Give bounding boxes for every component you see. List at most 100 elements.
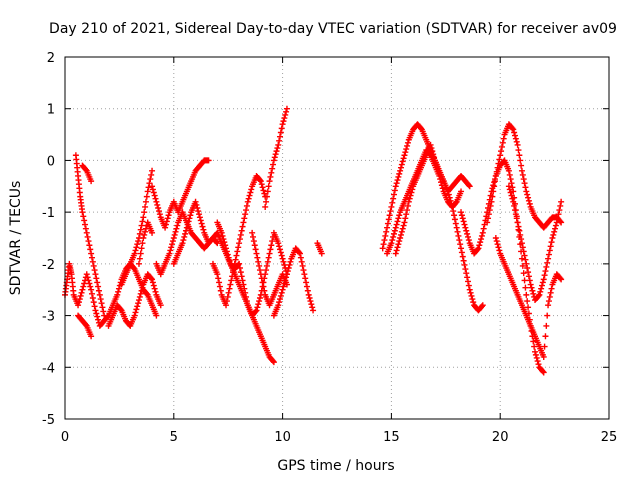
data-point	[250, 238, 257, 245]
data-point	[95, 287, 102, 294]
data-point	[518, 255, 525, 262]
data-point	[76, 296, 83, 303]
data-point	[219, 232, 226, 239]
series-trace-8	[149, 157, 212, 231]
data-point	[83, 229, 90, 236]
data-point	[88, 178, 95, 185]
data-point	[558, 198, 565, 205]
data-point	[492, 172, 499, 179]
chart-title: Day 210 of 2021, Sidereal Day-to-day VTE…	[49, 21, 617, 37]
data-point	[268, 242, 275, 249]
data-point	[86, 280, 93, 287]
data-point	[404, 139, 411, 146]
data-point	[171, 231, 178, 238]
series-trace-24	[505, 183, 565, 304]
series-trace-4	[79, 162, 95, 185]
data-point	[79, 286, 86, 293]
data-point	[545, 251, 552, 258]
data-point	[532, 351, 539, 358]
data-point	[556, 207, 563, 214]
data-point	[552, 222, 559, 229]
data-point	[280, 118, 287, 125]
data-point	[461, 221, 468, 228]
data-point	[531, 343, 538, 350]
data-point	[382, 232, 389, 239]
data-point	[540, 353, 547, 360]
data-point	[520, 176, 527, 183]
data-point	[243, 207, 250, 214]
data-point	[530, 338, 537, 345]
data-point	[401, 219, 408, 226]
data-point	[557, 275, 564, 282]
data-point	[88, 286, 95, 293]
data-point	[479, 302, 486, 309]
data-point	[538, 282, 545, 289]
data-point	[394, 177, 401, 184]
data-point	[256, 298, 263, 305]
data-point	[309, 304, 316, 311]
data-point	[264, 188, 271, 195]
data-point	[216, 279, 223, 286]
data-point	[283, 105, 290, 112]
data-point	[496, 156, 503, 163]
data-point	[547, 289, 554, 296]
data-point	[542, 268, 549, 275]
data-point	[269, 165, 276, 172]
data-point	[104, 313, 111, 320]
data-point	[166, 250, 173, 257]
data-point	[135, 300, 142, 307]
data-point	[254, 254, 261, 261]
data-point	[379, 245, 386, 252]
data-point	[391, 191, 398, 198]
data-point	[391, 187, 398, 194]
data-point	[87, 246, 94, 253]
data-point	[480, 225, 487, 232]
data-point	[131, 250, 138, 257]
data-point	[241, 285, 248, 292]
data-point	[542, 333, 549, 340]
series-trace-2	[72, 152, 108, 319]
data-point	[493, 168, 500, 175]
data-point	[308, 301, 315, 308]
y-axis-label: SDTVAR / TECUs	[8, 181, 24, 296]
data-point	[551, 228, 558, 235]
data-point	[469, 296, 476, 303]
data-point	[533, 354, 540, 361]
data-point	[543, 322, 550, 329]
data-point	[395, 241, 402, 248]
data-point	[548, 239, 555, 246]
data-point	[82, 321, 89, 328]
data-point	[155, 205, 162, 212]
data-point	[512, 135, 519, 142]
data-point	[272, 151, 279, 158]
data-point	[193, 201, 200, 208]
data-point	[85, 238, 92, 245]
data-point	[142, 198, 149, 205]
series-trace-6	[118, 167, 156, 288]
series-trace-11	[209, 172, 269, 309]
series-trace-17	[314, 240, 325, 257]
data-point	[275, 141, 282, 148]
data-point	[263, 267, 270, 274]
data-point	[256, 267, 263, 274]
data-point	[399, 225, 406, 232]
data-point	[273, 148, 280, 155]
data-point	[263, 262, 270, 269]
data-point	[185, 218, 192, 225]
data-point	[389, 199, 396, 206]
data-point	[397, 167, 404, 174]
data-point	[518, 240, 525, 247]
data-point	[388, 240, 395, 247]
data-point	[261, 190, 268, 197]
data-point	[458, 212, 465, 219]
data-point	[200, 226, 207, 233]
data-point	[478, 236, 485, 243]
data-point	[514, 141, 521, 148]
data-point	[307, 298, 314, 305]
data-point	[399, 158, 406, 165]
data-point	[148, 275, 155, 282]
data-point	[547, 243, 554, 250]
data-point	[476, 242, 483, 249]
data-point	[153, 198, 160, 205]
data-point	[151, 192, 158, 199]
